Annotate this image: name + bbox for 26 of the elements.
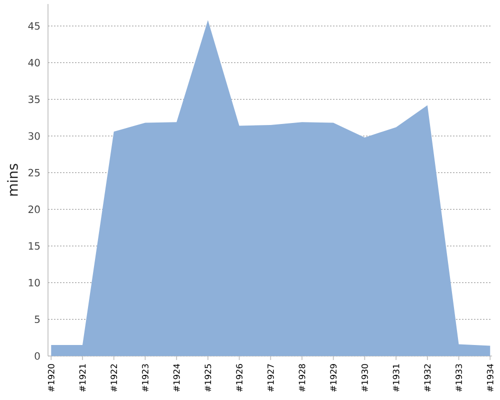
y-tick-label: 15 <box>28 242 40 250</box>
x-tick-label: #1933 <box>456 364 462 392</box>
y-tick-label: 30 <box>28 132 40 140</box>
x-tick-label: #1934 <box>486 364 494 392</box>
y-tick-label: 25 <box>28 168 40 176</box>
x-tick-label: #1932 <box>424 364 431 392</box>
x-tick-label: #1930 <box>361 364 368 392</box>
x-tick-label: #1926 <box>236 364 242 392</box>
x-tick-label: #1924 <box>173 364 180 392</box>
y-tick-label: 5 <box>34 316 40 324</box>
y-tick-label: 45 <box>28 22 40 30</box>
y-tick-label: 10 <box>28 278 40 286</box>
y-tick-label: 40 <box>28 58 40 66</box>
y-tick-label: 35 <box>28 96 40 104</box>
x-tick-label: #1927 <box>267 364 274 392</box>
x-tick-label: #1922 <box>110 364 118 392</box>
y-tick-label: 20 <box>28 206 40 214</box>
y-tick-label: 0 <box>34 352 40 360</box>
x-tick-label: #1928 <box>298 364 306 392</box>
x-tick-label: #1929 <box>330 364 337 392</box>
x-tick-label: #1921 <box>79 364 86 392</box>
x-tick-label: #1923 <box>142 364 148 392</box>
x-tick-label: #1920 <box>48 364 54 392</box>
y-axis-title: mins <box>7 164 18 196</box>
x-tick-label: #1925 <box>204 364 212 392</box>
x-tick-label: #1931 <box>392 364 400 392</box>
